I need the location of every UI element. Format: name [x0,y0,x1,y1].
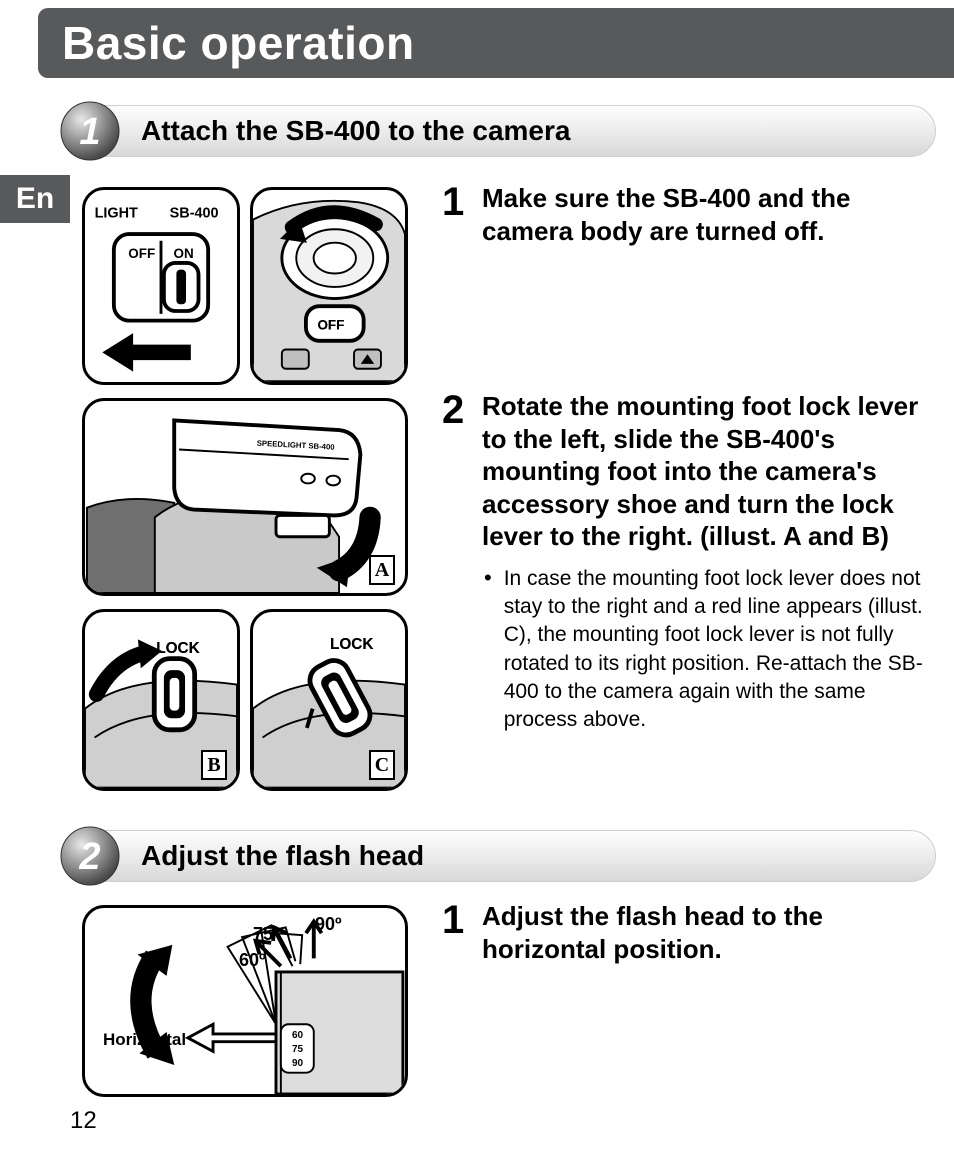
illus-label-b: B [201,750,227,780]
svg-text:OFF: OFF [128,246,155,261]
step-number: 2 [442,390,472,430]
angle-90: 90º [315,914,342,935]
angle-horizontal: Horizontal [103,1030,186,1050]
section1-step2-block: 2 Rotate the mounting foot lock lever to… [442,390,932,735]
section2-text: 1 Adjust the flash head to the horizonta… [442,900,932,975]
illus-flash-angles: 90º 75º 60º Horizontal 60 75 90 [82,905,408,1097]
page-header: Basic operation [38,8,954,78]
scale-75: 75 [292,1044,303,1055]
section1-head: 1 Attach the SB-400 to the camera [76,105,936,157]
page-title: Basic operation [62,16,415,70]
section1-badge: 1 [59,100,121,162]
svg-text:ON: ON [174,246,194,261]
language-tab: En [0,175,70,223]
svg-text:OFF: OFF [317,317,344,332]
section2-step1: 1 Adjust the flash head to the horizonta… [442,900,932,965]
illus-switch-off: LIGHT SB-400 OFF ON [82,187,240,385]
svg-text:SB-400: SB-400 [170,206,219,222]
section1-step2: 2 Rotate the mounting foot lock lever to… [442,390,932,553]
step-text: Make sure the SB-400 and the camera body… [482,182,932,247]
bullet-text: In case the mounting foot lock lever doe… [504,565,932,735]
angle-75: 75º [253,924,280,945]
illus-label-a: A [369,555,395,585]
section2-badge: 2 [59,825,121,887]
angle-60: 60º [239,950,266,971]
bullet-icon: • [484,565,492,591]
illus-lock-b: LOCK LOCK B [82,609,240,791]
badge-number: 1 [79,111,100,153]
section1-title: Attach the SB-400 to the camera [141,115,570,147]
section2-title: Adjust the flash head [141,840,424,872]
section1-text: 1 Make sure the SB-400 and the camera bo… [442,182,932,257]
step-number: 1 [442,182,472,222]
step-text: Rotate the mounting foot lock lever to t… [482,390,932,553]
section2-head: 2 Adjust the flash head [76,830,936,882]
illus-label-c: C [369,750,395,780]
illus-lock-c: LOCK LOCK C [250,609,408,791]
svg-text:LIGHT: LIGHT [95,206,138,222]
illus-mounting-a: SPEEDLIGHT SB-400 A [82,398,408,596]
section1-step1: 1 Make sure the SB-400 and the camera bo… [442,182,932,247]
scale-90: 90 [292,1058,303,1069]
step-text: Adjust the flash head to the horizontal … [482,900,932,965]
svg-text:LOCK: LOCK [330,636,374,653]
page-number: 12 [70,1107,97,1135]
illus-camera-off: OFF OFF [250,187,408,385]
scale-60: 60 [292,1030,303,1041]
svg-text:LOCK: LOCK [156,640,200,657]
badge-number: 2 [78,836,100,878]
step-number: 1 [442,900,472,940]
section1-step2-bullet: • In case the mounting foot lock lever d… [442,565,932,735]
